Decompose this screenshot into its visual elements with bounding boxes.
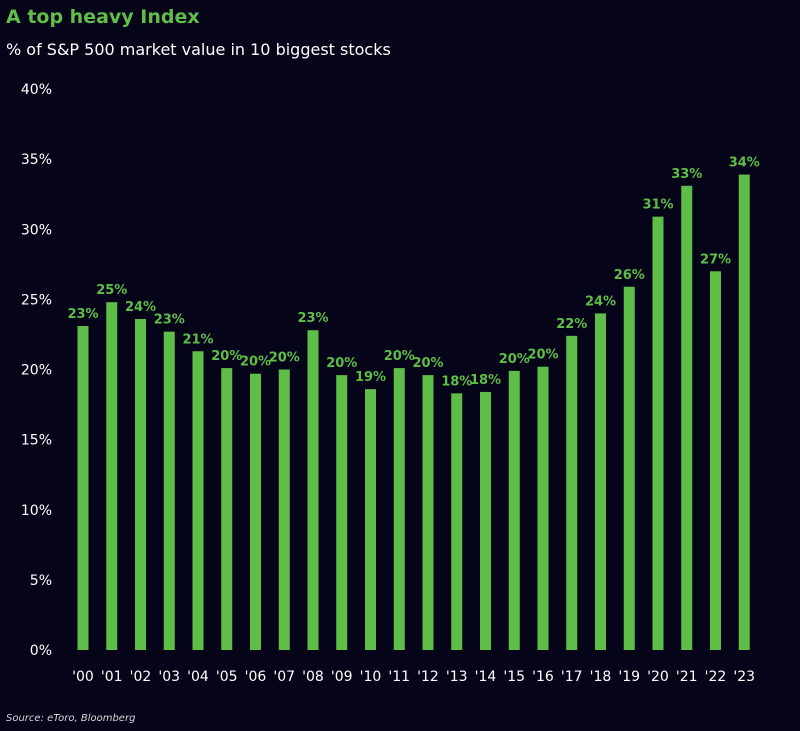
data-label: 25%: [96, 283, 127, 298]
x-tick-label: '07: [273, 669, 295, 685]
bar: [537, 366, 549, 650]
y-tick-label: 40%: [21, 82, 52, 98]
x-tick-label: '01: [101, 669, 123, 685]
bar: [393, 368, 405, 650]
data-label: 23%: [297, 311, 328, 326]
data-label: 18%: [441, 374, 472, 389]
data-label: 20%: [384, 349, 415, 364]
data-label: 34%: [729, 156, 760, 171]
data-label: 33%: [671, 167, 702, 182]
y-tick-label: 25%: [21, 292, 52, 308]
x-tick-label: '13: [446, 669, 468, 685]
y-tick-label: 35%: [21, 152, 52, 168]
y-tick-label: 30%: [21, 222, 52, 238]
y-tick-label: 20%: [21, 363, 52, 379]
bar: [278, 369, 290, 650]
x-tick-label: '21: [676, 669, 698, 685]
y-tick-label: 5%: [30, 573, 52, 589]
x-tick-label: '10: [360, 669, 382, 685]
bar: [192, 351, 204, 650]
chart-subtitle: % of S&P 500 market value in 10 biggest …: [6, 40, 391, 59]
data-label: 18%: [470, 373, 501, 388]
x-tick-label: '02: [130, 669, 152, 685]
y-tick-label: 10%: [21, 503, 52, 519]
bar: [508, 370, 520, 650]
x-tick-label: '16: [532, 669, 554, 685]
bar: [738, 174, 750, 651]
x-tick-label: '04: [187, 669, 209, 685]
bar: [422, 375, 434, 650]
data-label: 24%: [125, 300, 156, 315]
x-tick-label: '06: [245, 669, 267, 685]
data-label: 23%: [154, 313, 185, 328]
bar: [365, 389, 376, 650]
x-tick-label: '11: [388, 669, 410, 685]
x-tick-label: '14: [475, 669, 497, 685]
x-tick-label: '09: [331, 669, 353, 685]
bar: [221, 368, 233, 650]
bar: [652, 216, 664, 650]
x-tick-label: '18: [590, 669, 612, 685]
data-label: 20%: [269, 351, 300, 366]
bar: [106, 302, 118, 650]
bar: [77, 326, 89, 650]
bar: [250, 373, 261, 650]
data-label: 20%: [326, 356, 357, 371]
data-label: 19%: [355, 370, 386, 385]
data-label: 31%: [642, 198, 673, 213]
x-tick-label: '17: [561, 669, 583, 685]
x-tick-label: '08: [302, 669, 324, 685]
bar: [623, 286, 635, 650]
bar: [336, 375, 348, 650]
bar: [307, 330, 319, 650]
bar: [710, 271, 721, 650]
x-tick-label: '23: [733, 669, 755, 685]
x-tick-label: '20: [647, 669, 669, 685]
data-label: 20%: [240, 355, 271, 370]
data-label: 24%: [585, 294, 616, 309]
bar: [681, 185, 693, 650]
x-tick-label: '00: [72, 669, 94, 685]
data-label: 20%: [412, 356, 443, 371]
x-tick-label: '12: [417, 669, 439, 685]
data-label: 22%: [556, 317, 587, 332]
data-label: 20%: [211, 349, 242, 364]
bar: [566, 335, 578, 650]
y-tick-label: 0%: [30, 643, 52, 659]
bar: [480, 391, 491, 650]
data-label: 20%: [499, 352, 530, 367]
chart-title: A top heavy Index: [6, 6, 200, 28]
x-tick-label: '19: [618, 669, 640, 685]
x-tick-label: '03: [158, 669, 180, 685]
data-label: 26%: [614, 268, 645, 283]
bar: [595, 313, 606, 650]
data-label: 27%: [700, 252, 731, 267]
bar: [135, 319, 146, 650]
x-tick-label: '15: [503, 669, 525, 685]
source-note: Source: eToro, Bloomberg: [6, 713, 136, 724]
x-tick-label: '22: [705, 669, 727, 685]
data-label: 21%: [182, 332, 213, 347]
bar: [451, 393, 463, 650]
data-label: 23%: [67, 307, 98, 322]
x-tick-label: '05: [216, 669, 238, 685]
data-label: 20%: [527, 348, 558, 363]
bar: [163, 331, 175, 650]
y-tick-label: 15%: [21, 433, 52, 449]
